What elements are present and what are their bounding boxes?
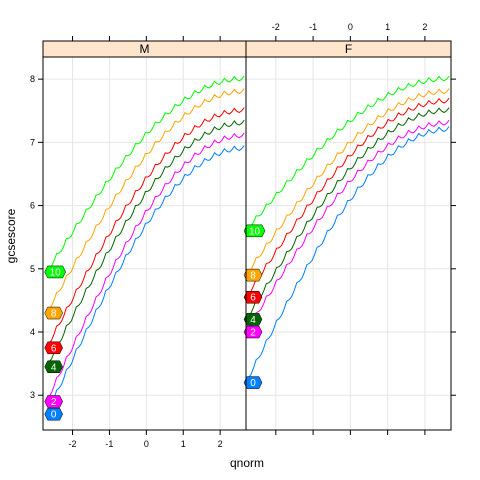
- y-tick-label: 5: [30, 264, 35, 274]
- x-tick-label: 1: [181, 439, 186, 449]
- series-line-2: [46, 132, 245, 399]
- y-tick-label: 3: [30, 390, 35, 400]
- series-tag-label-8: 8: [51, 309, 57, 320]
- x-tick-label: -1: [105, 439, 113, 449]
- x-tick-label: 0: [348, 22, 353, 32]
- series-tag-0: [44, 407, 63, 421]
- series-tag-8: [243, 268, 263, 282]
- panel-frame: [42, 56, 247, 431]
- y-tick-label: 6: [30, 201, 35, 211]
- series-line-8: [46, 88, 245, 311]
- series-tag-6: [243, 290, 263, 304]
- series-tag-layer: 0 2 4 6 8 10 0 2 4 6 8 10: [44, 224, 266, 421]
- series-tag-label-10: 10: [50, 267, 62, 278]
- x-axis-title: qnorm: [230, 456, 264, 470]
- x-tick-label: 2: [422, 22, 427, 32]
- series-tag-10: [243, 224, 266, 238]
- series-line-2: [245, 119, 450, 330]
- series-tag-label-0: 0: [250, 378, 256, 389]
- x-tick-label: 2: [218, 439, 223, 449]
- x-tick-label: -2: [272, 22, 280, 32]
- series-line-10: [245, 75, 450, 229]
- series-line-0: [46, 145, 245, 412]
- series-tag-2: [243, 325, 263, 339]
- series-tag-4: [44, 360, 63, 374]
- series-tag-label-8: 8: [250, 271, 256, 282]
- series-tag-label-0: 0: [51, 410, 57, 421]
- x-tick-label: 0: [144, 439, 149, 449]
- axis-layer: -2 -1 0 1 2 -2 -1 0 1 2 3 4 5 6 7 8: [30, 22, 456, 449]
- grid-layer: [43, 57, 451, 430]
- series-line-8: [245, 88, 450, 273]
- series-line-6: [46, 107, 245, 346]
- series-tag-label-4: 4: [51, 362, 57, 373]
- y-tick-label: 4: [30, 327, 35, 337]
- series-tag-label-4: 4: [250, 315, 256, 326]
- x-tick-label: -2: [69, 439, 77, 449]
- series-line-10: [46, 75, 245, 270]
- series-line-4: [245, 107, 450, 317]
- series-line-0: [245, 126, 450, 380]
- x-tick-label: -1: [309, 22, 317, 32]
- x-tick-label: 1: [385, 22, 390, 32]
- series-tag-label-6: 6: [51, 343, 57, 354]
- panel-frame: [245, 56, 452, 431]
- series-tag-8: [44, 306, 63, 320]
- series-layer: [46, 75, 450, 412]
- strip-label: F: [345, 42, 352, 56]
- series-tag-2: [44, 395, 63, 408]
- series-line-4: [46, 119, 245, 365]
- series-tag-0: [243, 376, 263, 389]
- series-tag-label-10: 10: [249, 226, 261, 237]
- series-tag-10: [44, 265, 66, 279]
- series-tag-label-2: 2: [51, 397, 57, 408]
- y-axis-title: gcsescore: [4, 208, 18, 263]
- y-tick-label: 7: [30, 137, 35, 147]
- series-tag-label-6: 6: [250, 293, 256, 304]
- y-tick-label: 8: [30, 74, 35, 84]
- series-tag-label-2: 2: [250, 328, 256, 339]
- series-line-6: [245, 97, 450, 295]
- series-tag-4: [243, 313, 263, 326]
- strip-label: M: [140, 42, 150, 56]
- series-tag-6: [44, 341, 63, 355]
